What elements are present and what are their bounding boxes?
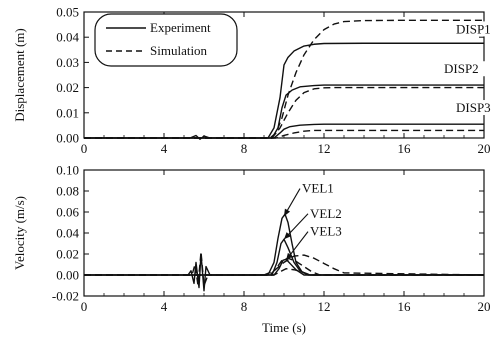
displacement-x-tick-label: 4	[161, 141, 168, 156]
displacement-y-axis-label: Displacement (m)	[12, 28, 27, 122]
velocity-annotations: VEL1 VEL2 VEL3	[283, 181, 342, 261]
annotation-bg-disp2	[442, 61, 488, 77]
displacement-x-tick-label: 20	[478, 141, 491, 156]
displacement-y-tick-label: 0.03	[56, 55, 79, 70]
velocity-x-tick-label: 0	[81, 299, 88, 314]
annotation-arrowhead-2	[284, 232, 291, 240]
displacement-series-line-4	[84, 86, 484, 139]
displacement-y-tick-label: 0.02	[56, 80, 79, 95]
velocity-x-tick-label: 16	[398, 299, 412, 314]
annotation-label-disp1: DISP1	[456, 21, 491, 36]
displacement-series-line-2	[84, 19, 484, 139]
annotation-label-disp2: DISP2	[444, 61, 479, 76]
velocity-y-tick-label: 0.02	[56, 247, 79, 262]
velocity-plot-frame	[83, 169, 485, 297]
displacement-y-tick-label: 0.05	[56, 5, 79, 20]
displacement-y-tick-label: 0.01	[56, 105, 79, 120]
annotation-label-disp3: DISP3	[456, 100, 491, 115]
velocity-y-tick-label: 0.08	[56, 184, 79, 199]
velocity-x-tick-label: 8	[241, 299, 248, 314]
displacement-x-tick-label: 16	[398, 141, 412, 156]
velocity-y-tick-label: 0.00	[56, 268, 79, 283]
velocity-y-tick-label: 0.10	[56, 163, 79, 178]
displacement-panel: 0 4 8 12 16 200.000.010.020.030.040.05 DISP1D…	[12, 5, 500, 157]
velocity-ticks: 0 4 8 12 16 20 -0.02 0.00 0.02 0.04 0.06 0.08 0.10	[52, 163, 491, 315]
velocity-series-line-2	[84, 251, 485, 287]
displacement-annotations: DISP1 DISP2 DISP3	[442, 21, 500, 116]
time-x-axis-label: Time (s)	[262, 320, 306, 335]
velocity-series-line-5	[84, 258, 484, 276]
annotation-bg-disp1	[454, 21, 500, 37]
displacement-series-line-3	[84, 84, 484, 139]
velocity-series-line-6	[84, 268, 484, 276]
velocity-x-tick-label: 12	[318, 299, 331, 314]
velocity-y-tick-label: 0.04	[56, 226, 79, 241]
displacement-x-tick-label: 0	[81, 141, 88, 156]
displacement-series	[84, 19, 484, 140]
velocity-panel: 0 4 8 12 16 20 -0.02 0.00 0.02 0.04 0.06 0.08 0.10 V…	[12, 163, 491, 336]
legend-box	[94, 13, 238, 67]
annotation-arrowhead-3	[286, 252, 293, 261]
velocity-x-tick-label: 20	[478, 299, 491, 314]
annotation-label-vel1: VEL1	[302, 181, 334, 196]
legend: Experiment Simulation	[94, 13, 238, 67]
velocity-series-line-1	[84, 213, 484, 292]
velocity-y-axis-label: Velocity (m/s)	[12, 196, 27, 270]
legend-experiment-label: Experiment	[150, 20, 211, 35]
displacement-y-tick-label: 0.00	[56, 131, 79, 146]
annotation-label-vel2: VEL2	[310, 206, 342, 221]
displacement-x-tick-label: 12	[318, 141, 331, 156]
displacement-ticks: 0 4 8 12 16 20 0.00 0.01 0.02 0.03 0.04 0.05	[56, 5, 490, 157]
annotation-arrowhead-1	[284, 208, 291, 217]
velocity-y-tick-label: -0.02	[52, 289, 79, 304]
displacement-series-line-6	[84, 129, 484, 139]
annotation-bg-disp3	[454, 100, 500, 116]
velocity-y-tick-label: 0.06	[56, 205, 79, 220]
displacement-x-tick-label: 8	[241, 141, 248, 156]
legend-simulation-label: Simulation	[150, 43, 208, 58]
displacement-series-line-5	[84, 123, 484, 139]
velocity-series	[84, 213, 485, 292]
velocity-series-line-4	[84, 257, 484, 276]
annotation-label-vel3: VEL3	[310, 224, 342, 239]
velocity-x-tick-label: 4	[161, 299, 168, 314]
displacement-y-tick-label: 0.04	[56, 30, 79, 45]
